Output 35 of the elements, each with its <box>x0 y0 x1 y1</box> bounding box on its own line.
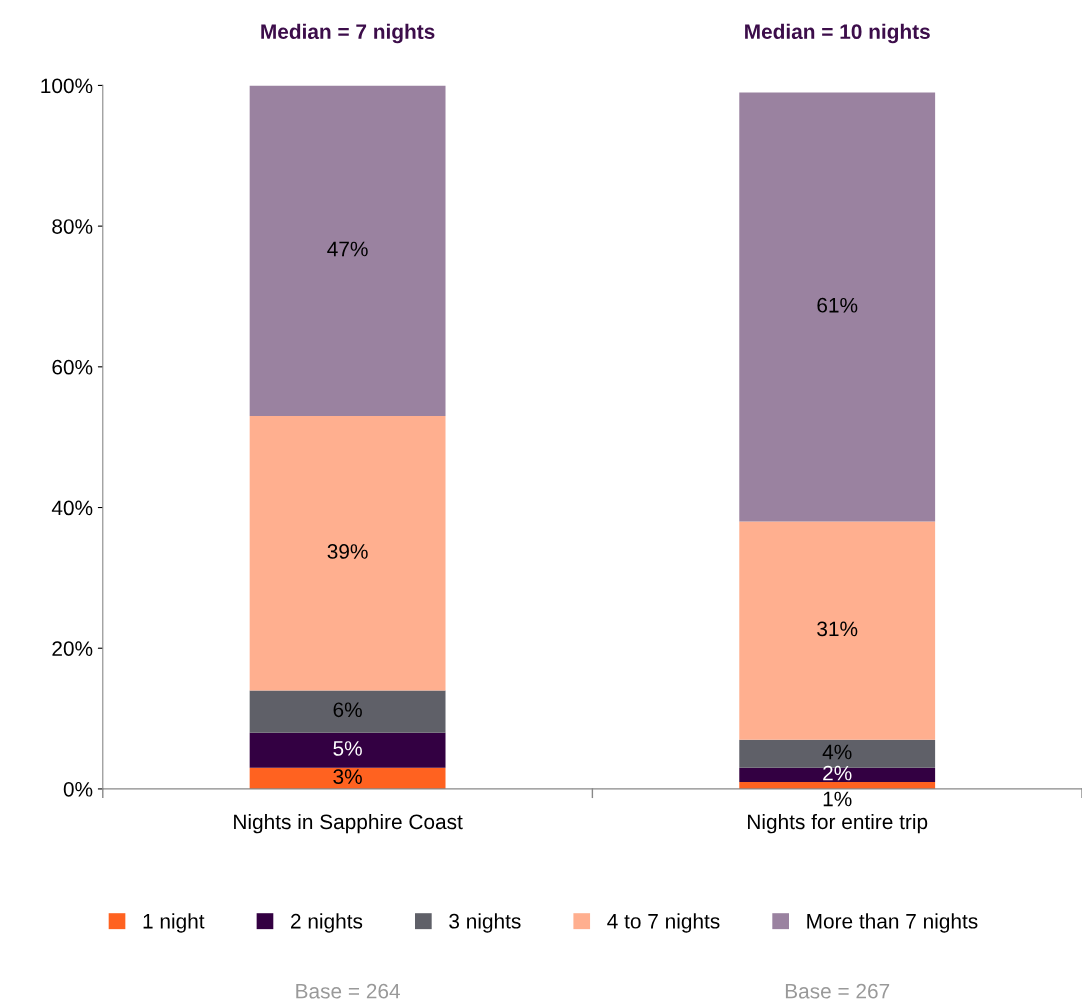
y-tick-label: 80% <box>52 219 93 234</box>
data-label: 1% <box>823 791 852 807</box>
legend-label: 4 to 7 nights <box>607 913 720 933</box>
text: Base = 267 <box>785 983 890 999</box>
data-label: 4% <box>822 744 852 760</box>
text: Median = 10 nights <box>745 23 930 44</box>
y-tick-label: 20% <box>52 641 93 656</box>
bar <box>249 690 446 733</box>
bar <box>249 85 446 417</box>
legend-label: 3 nights <box>449 913 521 933</box>
data-label: 2% <box>823 765 852 781</box>
y-tick-label: 100% <box>41 78 93 94</box>
bar <box>739 521 936 740</box>
data-label: 3% <box>333 769 362 784</box>
y-tick-label: 0% <box>63 781 93 797</box>
data-label: 5% <box>333 741 362 756</box>
x-tick-label: Nights in Sapphire Coast <box>234 813 463 834</box>
bar <box>249 732 446 768</box>
text: Median = 7 nights <box>261 23 435 44</box>
x-tick-label: Nights for entire trip <box>748 813 928 834</box>
y-tick-label: 60% <box>52 359 93 375</box>
y-tick-label: 40% <box>51 500 93 516</box>
bar <box>739 92 936 522</box>
text: Base = 264 <box>296 983 400 999</box>
data-label: 6% <box>333 702 362 718</box>
bar <box>249 767 446 789</box>
legend-label: More than 7 nights <box>807 913 978 933</box>
legend-label: 1 night <box>143 913 205 933</box>
data-label: 61% <box>817 297 858 313</box>
data-label: 31% <box>817 621 858 637</box>
legend-label: 2 nights <box>291 913 363 933</box>
data-label: 47% <box>327 241 368 257</box>
data-label: 39% <box>327 544 368 559</box>
bar <box>739 767 936 782</box>
bar <box>249 416 446 691</box>
